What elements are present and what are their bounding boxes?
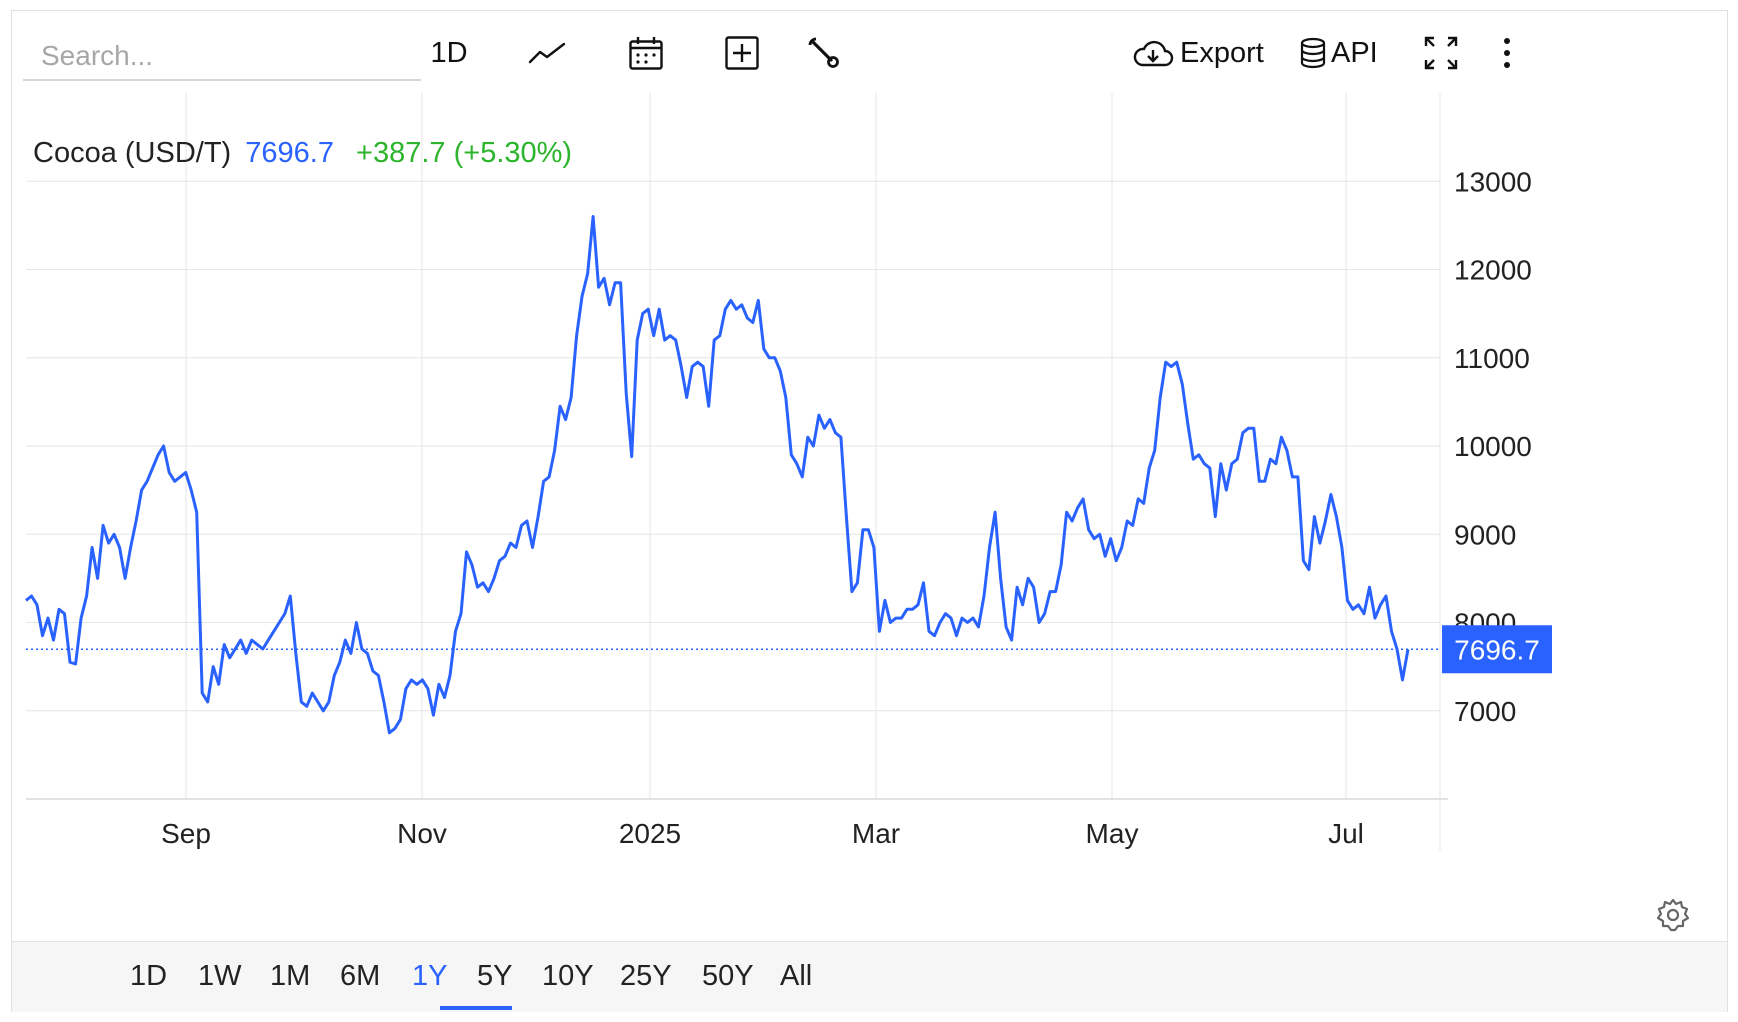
- export-label: Export: [1180, 36, 1264, 69]
- y-tick-label: 13000: [1454, 166, 1532, 197]
- more-menu-button[interactable]: [1492, 29, 1522, 77]
- add-box-icon: [724, 35, 760, 71]
- x-tick-label: Jul: [1328, 818, 1364, 849]
- cloud-download-icon: [1132, 38, 1174, 68]
- range-button-1d[interactable]: 1D: [130, 960, 168, 992]
- wrench-icon: [807, 36, 841, 70]
- api-button[interactable]: API: [1299, 29, 1391, 77]
- tools-button[interactable]: [802, 29, 846, 77]
- range-button-10y[interactable]: 10Y: [542, 960, 594, 992]
- legend-name: Cocoa (USD/T): [33, 137, 232, 169]
- y-tick-label: 11000: [1454, 343, 1530, 374]
- series-line-cocoa: [25, 215, 1410, 735]
- x-tick-label: Nov: [397, 818, 447, 849]
- chart-settings-button[interactable]: [1655, 897, 1691, 938]
- search-input[interactable]: [23, 33, 421, 81]
- range-button-50y[interactable]: 50Y: [702, 960, 754, 992]
- range-button-all[interactable]: All: [780, 960, 813, 992]
- x-tick-label: Sep: [161, 818, 211, 849]
- active-range-indicator: [440, 1006, 512, 1010]
- price-tag: [1442, 625, 1552, 674]
- interval-label: 1D: [430, 36, 468, 69]
- fullscreen-icon: [1423, 35, 1459, 71]
- price-tag-label: 7696.7: [1454, 634, 1540, 665]
- toolbar: 1D: [12, 11, 1727, 91]
- range-button-1m[interactable]: 1M: [270, 960, 311, 992]
- gear-icon: [1655, 898, 1691, 937]
- range-selector: 1D 1W 1M 6M 1Y 5Y 10Y 25Y 50Y All: [12, 941, 1727, 1012]
- more-vert-icon: [1502, 37, 1512, 69]
- api-label: API: [1331, 36, 1378, 69]
- range-button-5y[interactable]: 5Y: [477, 960, 513, 992]
- y-tick-label: 12000: [1454, 255, 1532, 286]
- x-tick-label: Mar: [852, 818, 900, 849]
- legend-change: +387.7 (+5.30%): [356, 137, 573, 169]
- line-chart-icon: [528, 41, 566, 65]
- fullscreen-button[interactable]: [1420, 29, 1462, 77]
- legend-price: 7696.7: [245, 137, 334, 169]
- chart-legend: Cocoa (USD/T) 7696.7 +387.7 (+5.30%): [33, 137, 572, 170]
- export-button[interactable]: Export: [1132, 29, 1272, 77]
- chart-type-button[interactable]: [522, 29, 572, 77]
- add-indicator-button[interactable]: [720, 29, 764, 77]
- x-tick-label: May: [1086, 818, 1139, 849]
- y-tick-label: 10000: [1454, 431, 1532, 462]
- y-tick-label: 9000: [1454, 519, 1516, 550]
- date-range-button[interactable]: [624, 29, 668, 77]
- range-button-6m[interactable]: 6M: [340, 960, 381, 992]
- range-button-25y[interactable]: 25Y: [620, 960, 672, 992]
- price-chart[interactable]: Sep Nov 2025 Mar May Jul 13000 12000 11000 10000 9…: [12, 91, 1727, 941]
- y-tick-label: 7000: [1454, 696, 1516, 727]
- interval-button[interactable]: 1D: [417, 29, 481, 77]
- range-button-1y[interactable]: 1Y: [412, 960, 448, 992]
- calendar-icon: [628, 35, 664, 71]
- x-tick-label: 2025: [619, 818, 681, 849]
- chart-widget: 1D: [11, 10, 1728, 1012]
- database-icon: [1299, 37, 1327, 69]
- range-button-1w[interactable]: 1W: [198, 960, 242, 992]
